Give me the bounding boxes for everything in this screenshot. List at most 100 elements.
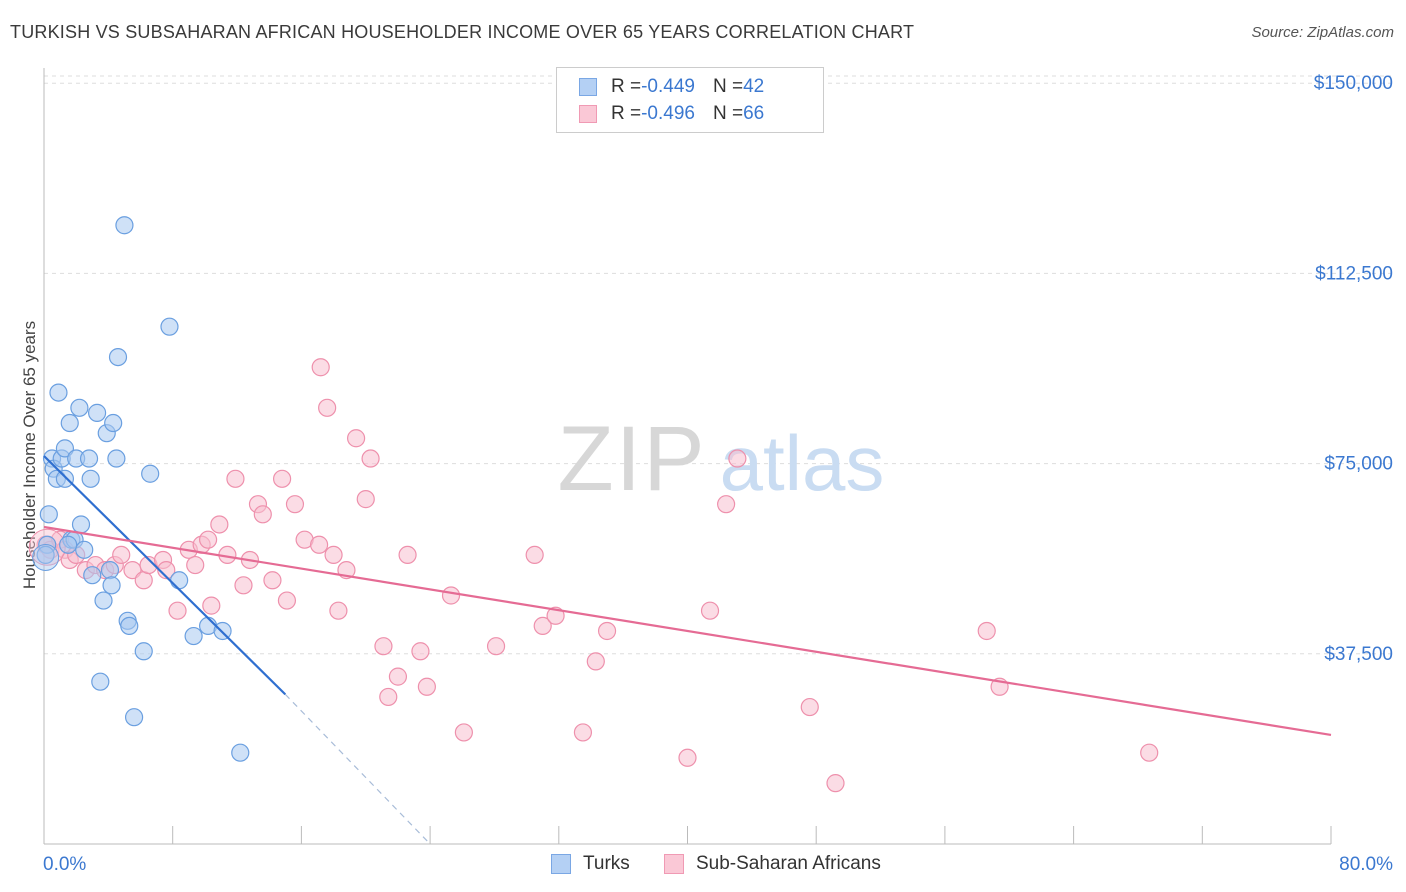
legend-n-label: N =: [712, 76, 744, 97]
africans-point: [361, 449, 380, 468]
turks-point: [160, 317, 179, 336]
legend-row-turks: R = -0.449 N = 42: [579, 74, 764, 100]
africans-point: [186, 555, 205, 575]
turks-point: [55, 469, 75, 488]
legend: R = -0.449 N = 42 R = -0.496 N = 66: [556, 67, 824, 133]
africans-point: [454, 723, 473, 742]
turks-cluster-point: [32, 543, 60, 571]
turks-point: [104, 413, 123, 433]
watermark-zip: ZIP: [557, 408, 706, 510]
turks-point: [141, 464, 160, 483]
y-tick-label: $112,500: [1315, 263, 1393, 284]
turks-point: [75, 540, 94, 559]
bottom-legend-swatch-turks: [551, 854, 571, 874]
africans-point: [309, 535, 329, 554]
africans-point: [253, 505, 272, 524]
africans-point: [123, 561, 142, 580]
turks-point: [81, 469, 100, 488]
trend-line-turks-extension: [284, 693, 431, 845]
africans-point: [234, 576, 253, 595]
bottom-legend-swatch-africans: [664, 854, 684, 874]
africans-point: [134, 571, 153, 590]
africans-point: [826, 774, 845, 793]
trend-line-africans: [43, 525, 1332, 737]
legend-n-label: N =: [712, 103, 744, 124]
turks-point: [59, 535, 78, 554]
turks-point: [60, 413, 79, 433]
turks-point: [108, 347, 128, 367]
africans-point: [329, 601, 348, 620]
x-tick-label: 80.0%: [1339, 854, 1393, 875]
series-turks: [32, 216, 250, 762]
africans-point: [210, 515, 229, 534]
turks-point: [70, 398, 89, 417]
turks-point: [100, 561, 120, 580]
africans-point: [398, 545, 417, 565]
africans-point: [285, 495, 305, 514]
africans-point: [226, 469, 245, 488]
y-tick-labels: $37,500 $75,000 $112,500 $150,000: [1314, 73, 1393, 665]
turks-point: [55, 439, 75, 458]
bottom-legend-label-africans: Sub-Saharan Africans: [696, 853, 881, 874]
africans-point: [525, 545, 544, 565]
africans-point: [198, 530, 218, 549]
africans-point: [324, 545, 343, 565]
africans-point: [441, 586, 461, 605]
africans-point: [112, 545, 131, 565]
africans-point: [318, 398, 337, 417]
africans-point: [388, 667, 408, 686]
turks-point: [79, 449, 99, 468]
africans-point: [272, 469, 292, 488]
africans-point: [168, 601, 187, 620]
turks-point: [83, 566, 102, 585]
africans-point: [533, 616, 552, 636]
legend-swatch-africans: [579, 105, 597, 123]
legend-r-value: -0.449: [641, 76, 695, 97]
legend-r-label: R =: [611, 103, 642, 124]
turks-point: [184, 626, 203, 646]
africans-point: [374, 637, 393, 656]
africans-point: [157, 561, 176, 580]
bottom-legend-turks: Turks: [551, 852, 630, 876]
africans-point: [417, 677, 436, 696]
trend-line-turks: [43, 455, 287, 696]
turks-point: [71, 515, 91, 534]
chart-title: TURKISH VS SUBSAHARAN AFRICAN HOUSEHOLDE…: [10, 22, 915, 42]
africans-point: [586, 652, 605, 671]
africans-point: [277, 591, 297, 610]
legend-n-value: 66: [743, 103, 765, 124]
legend-row-africans: R = -0.496 N = 66: [579, 101, 764, 127]
watermark-atlas: atlas: [720, 419, 885, 507]
turks-point: [36, 545, 55, 565]
africans-point: [700, 601, 720, 620]
turks-point: [107, 449, 126, 468]
legend-swatch-turks: [579, 78, 597, 96]
legend-r-label: R =: [611, 76, 642, 97]
turks-point: [39, 505, 58, 524]
africans-point: [411, 642, 430, 661]
turks-point: [102, 576, 121, 595]
africans-point: [356, 490, 375, 509]
africans-point: [717, 495, 736, 514]
africans-point: [346, 429, 366, 448]
turks-point: [115, 216, 134, 235]
africans-point: [379, 687, 398, 707]
turks-point: [134, 642, 153, 661]
africans-point: [1140, 743, 1159, 762]
x-tick-label: 0.0%: [43, 854, 86, 875]
watermark: ZIP atlas: [557, 408, 884, 510]
africans-point: [486, 637, 506, 656]
africans-point: [597, 621, 617, 641]
turks-point: [87, 403, 107, 422]
africans-point: [728, 449, 747, 468]
turks-point: [120, 616, 139, 636]
africans-point: [202, 596, 221, 615]
africans-point: [678, 748, 697, 767]
turks-point: [91, 672, 110, 691]
bottom-legend-label-turks: Turks: [583, 853, 630, 874]
africans-point: [800, 697, 819, 717]
x-tick-labels: 0.0% 80.0%: [43, 854, 1393, 875]
y-tick-label: $75,000: [1324, 454, 1393, 475]
turks-point: [124, 708, 144, 727]
